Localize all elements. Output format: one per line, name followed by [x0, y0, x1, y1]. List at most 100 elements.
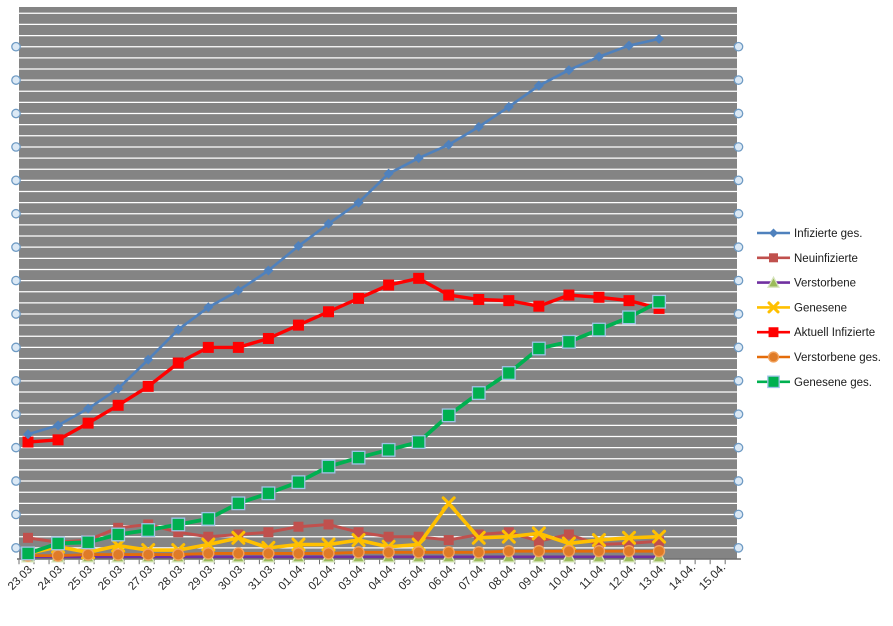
- gridline-selection-handle[interactable]: [11, 108, 21, 119]
- legend-item-neuinfizierte[interactable]: Neuinfizierte: [757, 253, 858, 265]
- gridline-selection-handle[interactable]: [11, 275, 21, 286]
- diamond-marker-icon: [53, 420, 64, 431]
- series-genesene-ges[interactable]: [21, 294, 667, 561]
- legend-item-verstorbene[interactable]: Verstorbene: [757, 275, 856, 290]
- circle-marker-icon: [352, 546, 365, 559]
- square-marker-icon: [533, 300, 545, 312]
- gridline-selection-handle[interactable]: [733, 342, 744, 353]
- square-marker-icon: [623, 295, 635, 307]
- gridline-selection-handle[interactable]: [733, 208, 744, 219]
- square-marker-icon: [561, 334, 576, 349]
- gridline-selection-handle[interactable]: [11, 309, 21, 319]
- circle-marker-icon: [767, 351, 780, 363]
- legend-item-genesene[interactable]: Genesene: [757, 301, 847, 314]
- diamond-marker-icon: [83, 403, 94, 414]
- x-marker-icon: [652, 529, 667, 544]
- series-line: [26, 299, 661, 556]
- gridline-selection-handle[interactable]: [11, 375, 21, 386]
- gridline-selection-handle[interactable]: [11, 442, 21, 453]
- gridline-selection-handle[interactable]: [11, 41, 21, 52]
- gridline-selection-handle[interactable]: [733, 75, 744, 85]
- legend-item-genesene-ges[interactable]: Genesene ges.: [757, 375, 872, 389]
- gridline-selection-handle[interactable]: [11, 208, 21, 219]
- legend-label: Genesene ges.: [794, 377, 872, 389]
- gridline-selection-handle[interactable]: [11, 142, 21, 152]
- square-marker-icon: [231, 496, 246, 511]
- gridline-selection-handle[interactable]: [733, 542, 744, 553]
- x-axis-label: 06.04.: [427, 562, 458, 593]
- gridline-selection-handle[interactable]: [11, 476, 21, 486]
- gridline-selection-handle[interactable]: [11, 542, 21, 553]
- circle-marker-icon: [112, 548, 125, 561]
- x-axis-label: 09.04.: [517, 562, 548, 593]
- square-marker-icon: [593, 539, 604, 550]
- x-marker-icon: [471, 530, 486, 545]
- circle-marker-icon: [142, 548, 155, 561]
- series-line: [26, 276, 661, 444]
- legend-item-verstorbene-ges[interactable]: Verstorbene ges.: [757, 351, 881, 364]
- square-marker-icon: [652, 294, 667, 309]
- diamond-marker-icon: [143, 354, 154, 365]
- gridline-selection-handle[interactable]: [733, 41, 744, 52]
- square-marker-icon: [233, 529, 244, 540]
- x-axis-label: 11.04.: [578, 562, 608, 592]
- diamond-marker-icon: [654, 33, 665, 44]
- series-aktuell-infizierte[interactable]: [22, 272, 665, 448]
- gridline-selection-handle[interactable]: [733, 509, 744, 520]
- diamond-marker-icon: [113, 383, 124, 394]
- x-axis-label: 02.04.: [307, 562, 338, 593]
- gridline-selection-handle[interactable]: [733, 242, 744, 253]
- x-axis-label: 07.04.: [457, 562, 488, 593]
- legend-item-infizierte-ges[interactable]: Infizierte ges.: [757, 228, 862, 240]
- circle-marker-icon: [532, 545, 545, 558]
- legend-label: Verstorbene: [794, 278, 856, 290]
- gridline-selection-handle[interactable]: [733, 476, 744, 486]
- x-marker-icon: [501, 529, 516, 544]
- x-marker-icon: [767, 301, 780, 314]
- diamond-marker-icon: [323, 218, 334, 229]
- series-line: [26, 501, 661, 556]
- gridline-selection-handle[interactable]: [733, 275, 744, 286]
- legend-label: Infizierte ges.: [794, 228, 862, 240]
- gridline-selection-handle[interactable]: [733, 175, 744, 186]
- square-marker-icon: [413, 272, 425, 284]
- legend-item-aktuell-infizierte[interactable]: Aktuell Infizierte: [757, 327, 875, 339]
- gridline-selection-handle[interactable]: [733, 108, 744, 119]
- gridline-selection-handle[interactable]: [733, 442, 744, 453]
- gridline-selection-handle[interactable]: [11, 242, 21, 253]
- x-axis-label: 12.04.: [607, 562, 638, 593]
- x-axis-label: 14.04.: [667, 562, 698, 593]
- square-marker-icon: [293, 521, 304, 532]
- plot-area[interactable]: [19, 7, 737, 559]
- square-marker-icon: [563, 289, 575, 301]
- gridline-selection-handle[interactable]: [11, 75, 21, 85]
- x-marker-icon: [321, 537, 336, 552]
- x-marker-icon: [622, 530, 636, 545]
- gridline-selection-handle[interactable]: [11, 409, 21, 420]
- gridline-selection-handle[interactable]: [733, 142, 744, 152]
- selection-handles: [11, 41, 744, 553]
- series-line: [26, 549, 661, 558]
- square-marker-icon: [501, 366, 516, 380]
- x-axis-label: 31.03.: [246, 562, 277, 593]
- square-marker-icon: [172, 357, 184, 369]
- gridline-selection-handle[interactable]: [11, 342, 21, 353]
- gridline-selection-handle[interactable]: [733, 375, 744, 386]
- circle-marker-icon: [472, 546, 485, 559]
- square-marker-icon: [52, 434, 64, 446]
- circle-marker-icon: [562, 545, 576, 558]
- gridline-selection-handle[interactable]: [11, 175, 21, 186]
- gridline-selection-handle[interactable]: [733, 409, 744, 420]
- circle-marker-icon: [292, 547, 305, 560]
- square-marker-icon: [592, 322, 606, 337]
- square-marker-icon: [51, 536, 66, 551]
- series-infizierte-ges[interactable]: [23, 33, 665, 440]
- x-axis-label: 26.03.: [96, 562, 127, 593]
- square-marker-icon: [321, 459, 336, 474]
- gridline-selection-handle[interactable]: [733, 309, 744, 319]
- square-marker-icon: [533, 536, 544, 547]
- circle-marker-icon: [81, 548, 95, 561]
- gridline-selection-handle[interactable]: [11, 509, 21, 520]
- x-axis-labels: 23.03.24.03.25.03.26.03.27.03.28.03.29.0…: [6, 562, 728, 593]
